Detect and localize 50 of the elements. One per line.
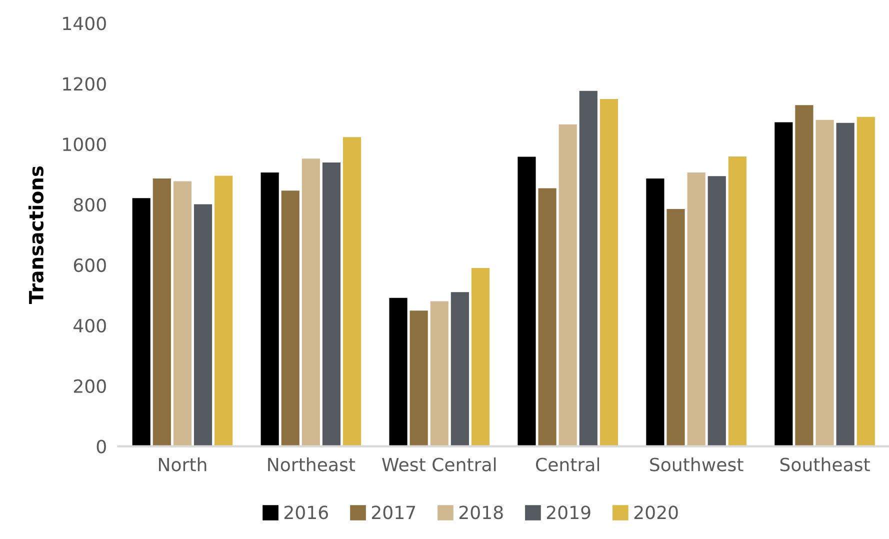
y-tick-label: 200 xyxy=(74,379,106,393)
x-tick-label: Southwest xyxy=(650,457,744,472)
bar xyxy=(856,116,875,446)
y-tick-label: 1400 xyxy=(63,16,106,30)
bar xyxy=(666,209,685,446)
bar xyxy=(214,176,233,446)
bar xyxy=(538,188,556,446)
bar xyxy=(471,268,490,446)
x-tick-label: Central xyxy=(536,457,600,472)
x-tick-label: West Central xyxy=(382,457,496,472)
x-tick-label: Northeast xyxy=(268,457,356,472)
bar xyxy=(322,162,341,446)
x-tick-label: North xyxy=(158,457,206,472)
legend-label: 2019 xyxy=(546,506,590,520)
bar xyxy=(816,120,834,446)
y-tick-label: 1000 xyxy=(63,138,106,152)
bar xyxy=(342,137,362,446)
y-tick-label: 1200 xyxy=(63,77,106,91)
bar xyxy=(728,156,746,446)
y-tick-label: 800 xyxy=(74,198,106,212)
bar xyxy=(774,122,793,446)
bar xyxy=(302,158,320,446)
y-tick-label: 600 xyxy=(74,258,106,272)
bar xyxy=(132,198,150,446)
bar xyxy=(281,190,300,446)
legend-label: 2018 xyxy=(459,506,503,520)
bar xyxy=(410,310,428,446)
bar xyxy=(558,124,577,446)
bar xyxy=(579,90,598,446)
bar xyxy=(836,122,854,446)
bar xyxy=(518,156,536,446)
bar xyxy=(646,178,664,446)
legend-label: 2020 xyxy=(634,506,678,520)
bar xyxy=(152,178,171,446)
y-axis-title: Transactions xyxy=(28,166,44,304)
bar xyxy=(708,176,726,446)
bar xyxy=(260,172,279,446)
bar xyxy=(430,301,448,446)
y-tick-label: 400 xyxy=(74,318,106,333)
bar xyxy=(389,298,408,446)
bar xyxy=(687,172,706,446)
legend-label: 2016 xyxy=(284,506,328,520)
bar xyxy=(795,105,814,446)
x-tick-label: Southeast xyxy=(780,457,870,472)
bar xyxy=(450,292,469,446)
bar xyxy=(600,99,618,446)
y-tick-label: 0 xyxy=(96,440,106,454)
legend-label: 2017 xyxy=(372,506,416,520)
bar xyxy=(194,204,212,446)
bar xyxy=(173,181,192,446)
